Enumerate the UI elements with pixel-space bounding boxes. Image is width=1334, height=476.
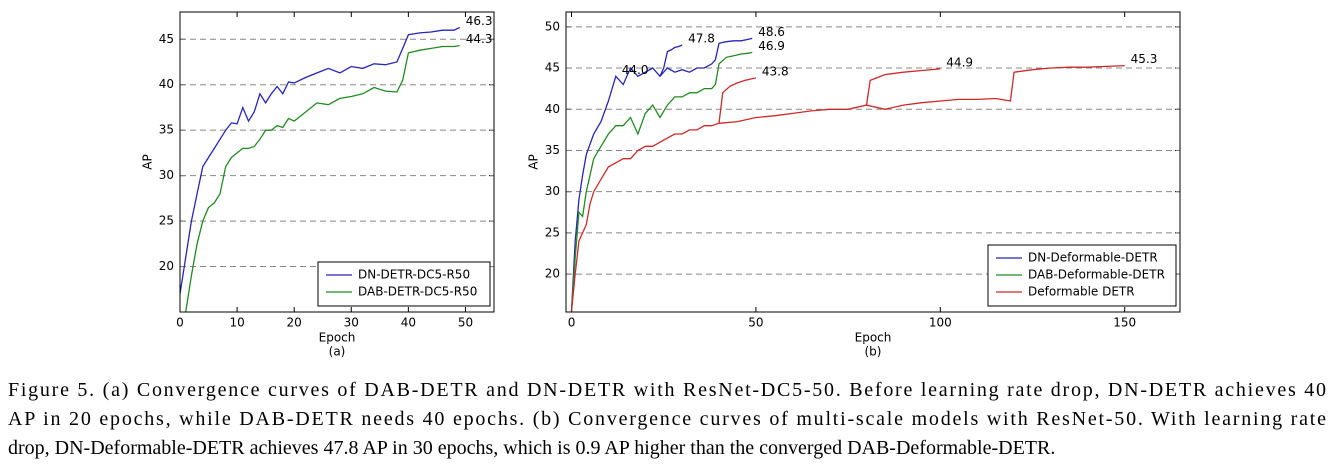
value-label: 46.9 [758, 39, 785, 53]
series-line [570, 37, 753, 312]
y-tick-label: 45 [545, 61, 560, 75]
y-tick-label: 40 [545, 102, 560, 116]
y-tick-label: 35 [545, 143, 560, 157]
y-tick-label: 30 [159, 168, 174, 182]
y-tick-label: 45 [159, 32, 174, 46]
x-tick-label: 0 [568, 316, 576, 330]
axes-frame [565, 11, 1181, 313]
series-line [570, 51, 753, 312]
legend-label: DN-DETR-DC5-R50 [358, 268, 470, 282]
axes-frame [179, 11, 495, 313]
series-line [718, 77, 757, 124]
x-tick-label: 150 [1113, 316, 1136, 330]
x-tick-label: 50 [458, 316, 473, 330]
series-line [180, 26, 460, 294]
x-tick-label: 100 [929, 316, 952, 330]
value-label: 48.6 [758, 25, 785, 39]
series-line [659, 44, 683, 77]
value-label: 44.3 [466, 32, 493, 46]
caption-line: drop, DN-Deformable-DETR achieves 47.8 A… [8, 437, 1055, 459]
caption-line: AP in 20 epochs, while DAB-DETR needs 40… [8, 408, 1326, 430]
value-label: 44.0 [622, 63, 649, 77]
subcaption: (b) [865, 345, 882, 359]
value-label: 46.3 [466, 14, 493, 28]
series-line [865, 68, 941, 106]
x-axis-label: Epoch [855, 331, 892, 345]
legend-label: DAB-DETR-DC5-R50 [358, 285, 477, 299]
y-tick-label: 50 [545, 19, 560, 33]
value-label: 45.3 [1131, 52, 1158, 66]
x-tick-label: 30 [344, 316, 359, 330]
series-line [185, 44, 460, 312]
value-label: 47.8 [688, 31, 715, 45]
x-tick-label: 10 [229, 316, 244, 330]
legend-box [317, 261, 491, 307]
y-tick-label: 30 [545, 184, 560, 198]
legend-label: DAB-Deformable-DETR [1028, 268, 1165, 282]
y-tick-label: 25 [545, 225, 560, 239]
plot-area [570, 37, 1125, 312]
value-label: 44.9 [946, 55, 973, 69]
legend-label: DN-Deformable-DETR [1028, 251, 1158, 265]
subcaption: (a) [329, 345, 346, 359]
y-axis-label: AP [527, 154, 541, 169]
legend-label: Deformable DETR [1028, 285, 1135, 299]
caption-line: Figure 5. (a) Convergence curves of DAB-… [8, 379, 1326, 401]
x-tick-label: 40 [401, 316, 416, 330]
y-tick-label: 40 [159, 77, 174, 91]
x-tick-label: 50 [748, 316, 763, 330]
y-tick-label: 35 [159, 123, 174, 137]
y-axis-label: AP [141, 154, 155, 169]
y-tick-label: 25 [159, 214, 174, 228]
x-tick-label: 0 [176, 316, 184, 330]
plot-area [180, 26, 460, 312]
x-tick-label: 20 [287, 316, 302, 330]
value-label: 43.8 [762, 64, 789, 78]
y-tick-label: 20 [159, 259, 174, 273]
x-axis-label: Epoch [319, 331, 356, 345]
y-tick-label: 20 [545, 267, 560, 281]
